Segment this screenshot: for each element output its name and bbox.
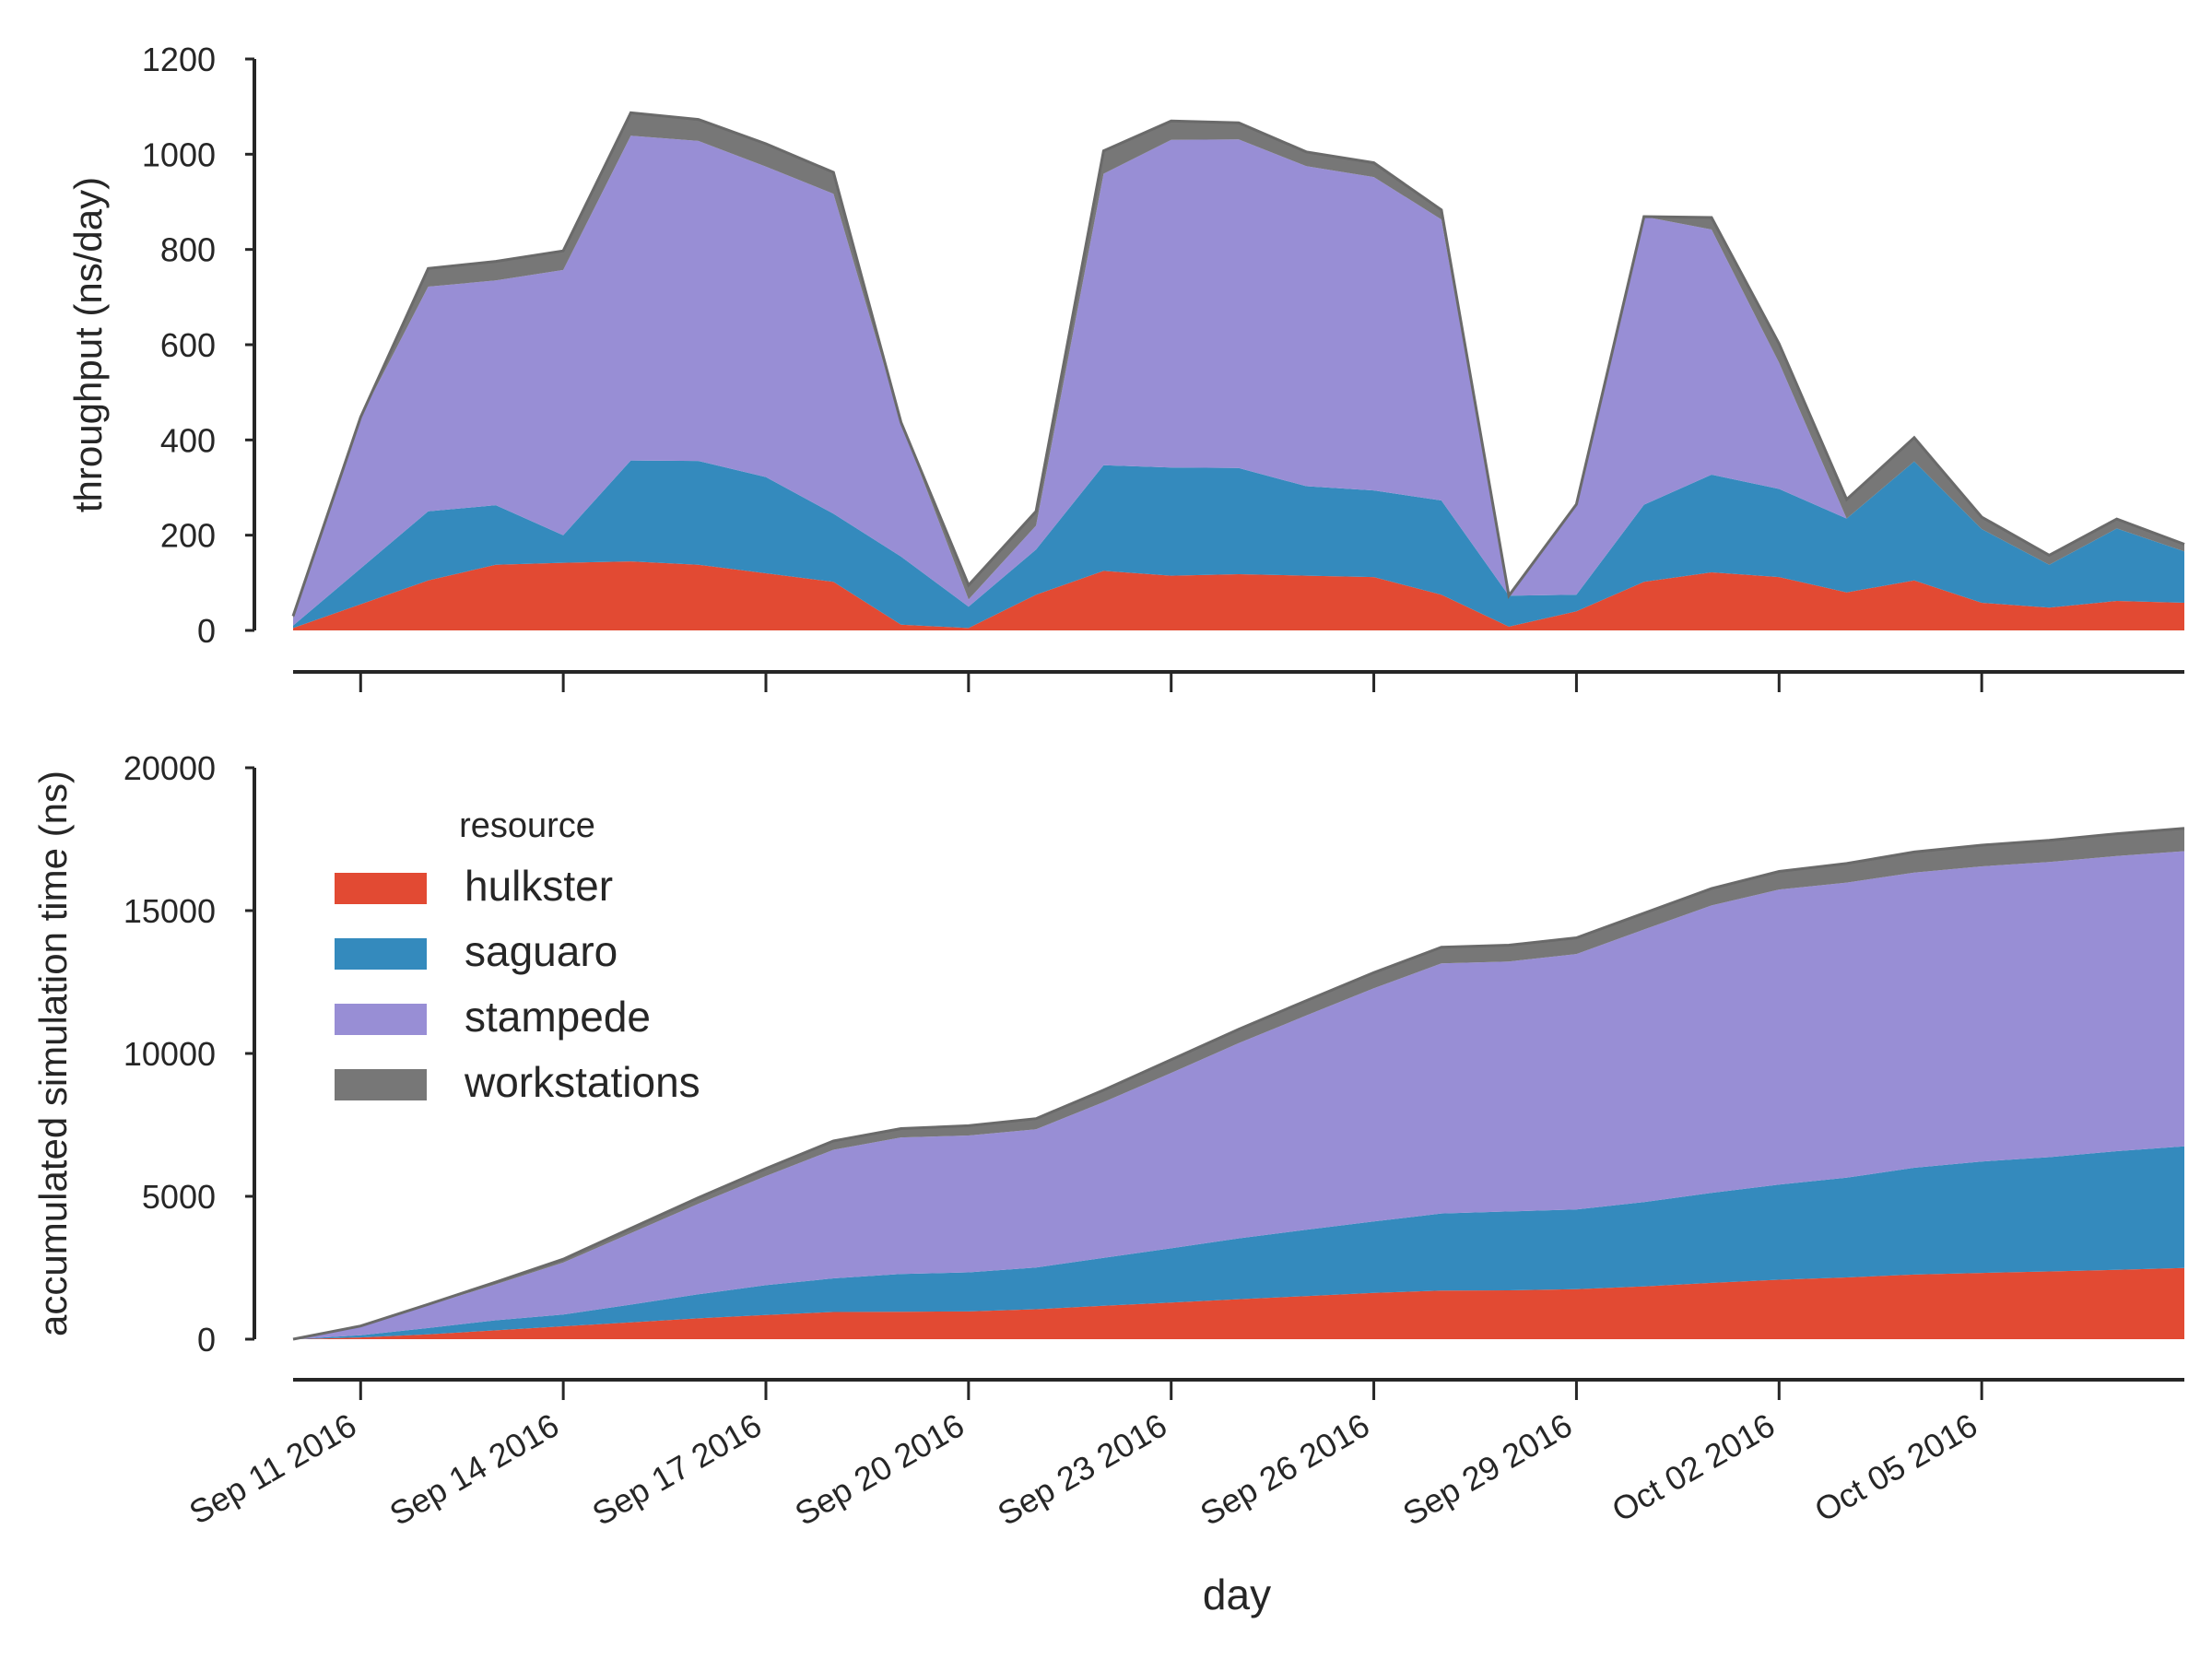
accumulated-y-tick-label: 10000 — [124, 1035, 216, 1073]
x-tick-label: Sep 20 2016 — [789, 1406, 971, 1533]
legend-label-workstations: workstations — [464, 1058, 700, 1106]
x-tick-label: Oct 02 2016 — [1606, 1406, 1781, 1529]
accumulated-x-ticks: Sep 11 2016 Sep 14 2016 Sep 17 2016 Sep 20 … — [182, 1380, 1983, 1533]
throughput-y-tick-label: 200 — [160, 517, 216, 555]
throughput-panel: 0 200 400 600 800 1000 1200 throughput (ns/day… — [66, 41, 2185, 692]
throughput-y-tick-label: 800 — [160, 231, 216, 269]
accumulated-panel: 0 5000 10000 15000 20000 Sep 11 2016 Sep 14 2… — [31, 749, 2185, 1618]
x-tick-label: Sep 14 2016 — [383, 1406, 565, 1533]
throughput-y-tick-label: 1000 — [142, 135, 216, 173]
accumulated-area-workstations — [293, 828, 2184, 1339]
legend-title: resource — [459, 806, 595, 845]
accumulated-area-saguaro — [293, 1146, 2184, 1339]
throughput-y-tick-label: 1200 — [142, 41, 216, 78]
legend-label-stampede: stampede — [465, 993, 651, 1041]
x-tick-label: Sep 29 2016 — [1396, 1406, 1578, 1533]
legend-swatch-hulkster — [335, 873, 427, 904]
throughput-areas — [291, 111, 2185, 630]
throughput-area-stampede — [293, 135, 2184, 626]
throughput-y-tick-label: 400 — [160, 421, 216, 459]
throughput-area-hulkster — [293, 561, 2184, 630]
accumulated-area-hulkster — [293, 1267, 2184, 1339]
accumulated-total-outline — [292, 827, 2185, 1341]
accumulated-area-stampede — [293, 851, 2184, 1339]
legend-label-hulkster: hulkster — [465, 862, 613, 910]
x-tick-label: Sep 17 2016 — [586, 1406, 768, 1533]
accumulated-y-tick-label: 0 — [197, 1321, 216, 1359]
throughput-y-label: throughput (ns/day) — [66, 177, 110, 512]
legend: resource hulkster saguaro stampede workstat… — [335, 806, 700, 1106]
accumulated-y-tick-label: 15000 — [124, 892, 216, 930]
x-axis-label: day — [1203, 1571, 1271, 1618]
accumulated-y-label: accumulated simulation time (ns) — [31, 771, 75, 1336]
throughput-y-tick-label: 0 — [197, 612, 216, 650]
x-tick-label: Sep 11 2016 — [182, 1406, 362, 1531]
x-tick-label: Sep 23 2016 — [991, 1406, 1172, 1533]
throughput-y-tick-label: 600 — [160, 326, 216, 364]
legend-label-saguaro: saguaro — [465, 927, 618, 975]
throughput-x-ticks — [359, 672, 1983, 692]
throughput-y-ticks: 0 200 400 600 800 1000 1200 — [142, 41, 254, 650]
accumulated-areas — [292, 827, 2185, 1341]
accumulated-y-tick-label: 20000 — [124, 749, 216, 787]
legend-swatch-stampede — [335, 1004, 427, 1035]
throughput-total-outline — [291, 111, 2185, 617]
throughput-area-saguaro — [293, 460, 2184, 629]
accumulated-y-tick-label: 5000 — [142, 1178, 216, 1216]
legend-swatch-workstations — [335, 1069, 427, 1100]
x-tick-label: Oct 05 2016 — [1808, 1406, 1983, 1529]
accumulated-y-ticks: 0 5000 10000 15000 20000 — [124, 749, 254, 1359]
x-tick-label: Sep 26 2016 — [1194, 1406, 1375, 1533]
legend-swatch-saguaro — [335, 938, 427, 970]
